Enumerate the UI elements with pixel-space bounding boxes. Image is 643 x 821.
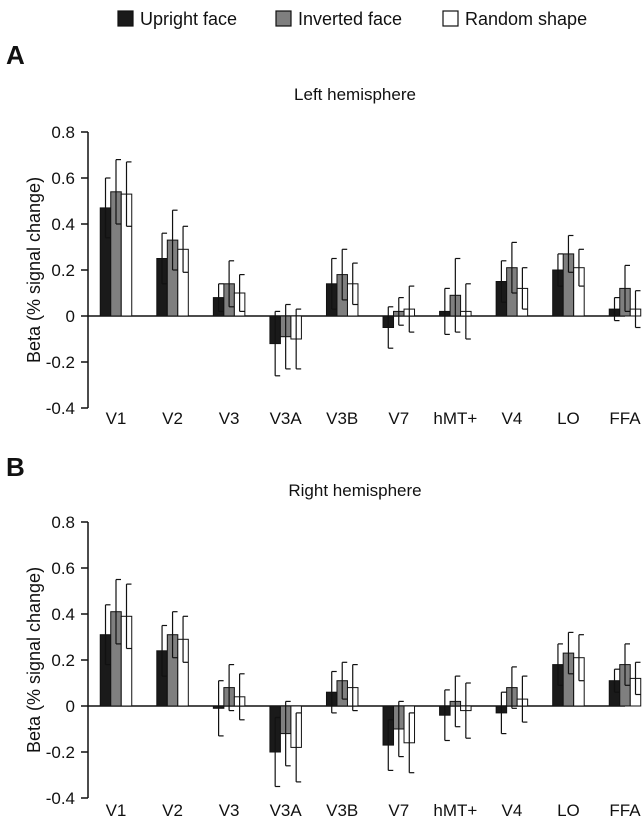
x-category-label: LO <box>557 801 580 820</box>
legend-label: Random shape <box>465 9 587 29</box>
panel-b-letter: B <box>6 452 25 482</box>
x-category-label: V3A <box>270 801 303 820</box>
legend-swatch <box>117 10 134 27</box>
y-tick-label: 0.6 <box>51 169 75 188</box>
y-tick-label: 0.2 <box>51 651 75 670</box>
y-tick-label: 0.8 <box>51 513 75 532</box>
x-category-label: hMT+ <box>433 409 477 428</box>
y-tick-label: 0.2 <box>51 261 75 280</box>
x-category-label: V3 <box>219 801 240 820</box>
x-category-label: V2 <box>162 409 183 428</box>
x-category-label: V3B <box>326 801 358 820</box>
x-category-label: V7 <box>388 409 409 428</box>
y-tick-label: -0.2 <box>46 743 75 762</box>
x-category-label: FFA <box>609 409 641 428</box>
legend-label: Inverted face <box>298 9 402 29</box>
y-tick-label: -0.4 <box>46 399 75 418</box>
x-category-label: V4 <box>501 409 522 428</box>
y-tick-label: 0.8 <box>51 123 75 142</box>
legend-label: Upright face <box>140 9 237 29</box>
x-category-label: hMT+ <box>433 801 477 820</box>
y-tick-label: -0.2 <box>46 353 75 372</box>
x-category-label: V3 <box>219 409 240 428</box>
y-tick-label: 0 <box>66 697 75 716</box>
panel-a-chart: -0.4 -0.2 0 0.2 0.4 0.6 0.8 Beta (% signal chan… <box>24 123 642 428</box>
legend: Upright face Inverted face Random shape <box>117 9 587 29</box>
x-category-label: V1 <box>106 409 127 428</box>
x-category-label: V4 <box>501 801 522 820</box>
panel-a-letter: A <box>6 40 25 70</box>
panel-a-title: Left hemisphere <box>294 85 416 104</box>
x-category-label: FFA <box>609 801 641 820</box>
x-category-label: V3B <box>326 409 358 428</box>
y-tick-label: 0.6 <box>51 559 75 578</box>
y-axis-label: Beta (% signal change) <box>24 567 44 753</box>
x-category-label: V2 <box>162 801 183 820</box>
x-category-label: V7 <box>388 801 409 820</box>
x-category-label: V1 <box>106 801 127 820</box>
x-category-label: V3A <box>270 409 303 428</box>
legend-swatch <box>442 10 459 27</box>
y-tick-label: 0 <box>66 307 75 326</box>
y-tick-label: 0.4 <box>51 215 75 234</box>
legend-swatch <box>275 10 292 27</box>
panel-b-chart: -0.4 -0.2 0 0.2 0.4 0.6 0.8 Beta (% signal chan… <box>24 513 642 820</box>
x-category-label: LO <box>557 409 580 428</box>
y-tick-label: -0.4 <box>46 789 75 808</box>
y-tick-label: 0.4 <box>51 605 75 624</box>
panel-b-title: Right hemisphere <box>288 481 421 500</box>
y-axis-label: Beta (% signal change) <box>24 177 44 363</box>
